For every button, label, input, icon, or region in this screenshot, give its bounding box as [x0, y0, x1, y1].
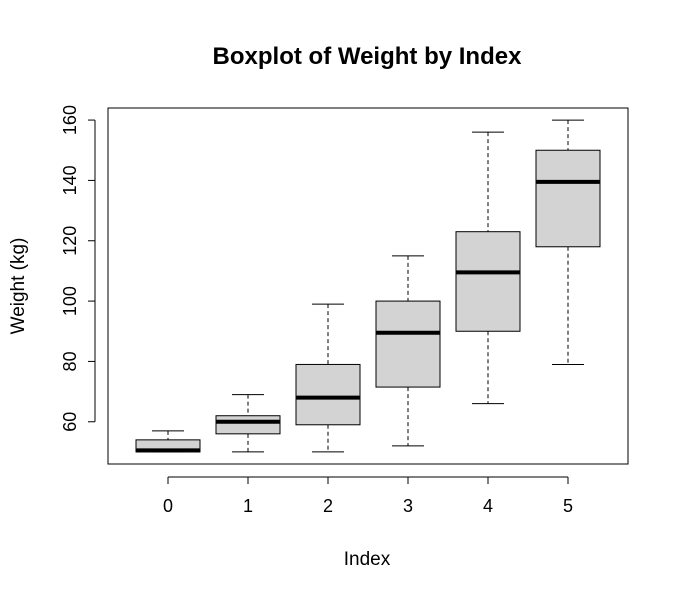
x-tick-label: 1 [243, 496, 253, 516]
y-tick-label: 140 [60, 165, 80, 195]
x-tick-label: 5 [563, 496, 573, 516]
x-tick-label: 4 [483, 496, 493, 516]
y-axis: 60 80 100 120 140 160 [60, 105, 96, 432]
x-tick-label: 3 [403, 496, 413, 516]
chart-title: Boxplot of Weight by Index [213, 43, 523, 70]
box-group-2 [295, 303, 361, 453]
boxes-layer [135, 119, 601, 453]
box-iqr [375, 300, 441, 388]
box-iqr [455, 231, 521, 332]
y-tick-label: 160 [60, 105, 80, 135]
box-group-4 [455, 131, 521, 405]
box-group-5 [535, 119, 601, 365]
plot-frame [107, 107, 629, 465]
x-axis-label: Index [344, 549, 391, 570]
x-tick-label: 2 [323, 496, 333, 516]
box-group-3 [375, 255, 441, 447]
box-iqr [215, 415, 281, 435]
y-tick-label: 100 [60, 286, 80, 316]
y-tick-label: 80 [60, 351, 80, 371]
x-tick-label: 0 [163, 496, 173, 516]
box-group-1 [215, 394, 281, 453]
box-iqr [535, 149, 601, 248]
y-tick-label: 60 [60, 412, 80, 432]
box-group-0 [135, 430, 201, 453]
x-axis: 0 1 2 3 4 5 [163, 476, 573, 516]
y-axis-label: Weight (kg) [8, 238, 29, 335]
y-tick-label: 120 [60, 226, 80, 256]
box-iqr [295, 363, 361, 426]
